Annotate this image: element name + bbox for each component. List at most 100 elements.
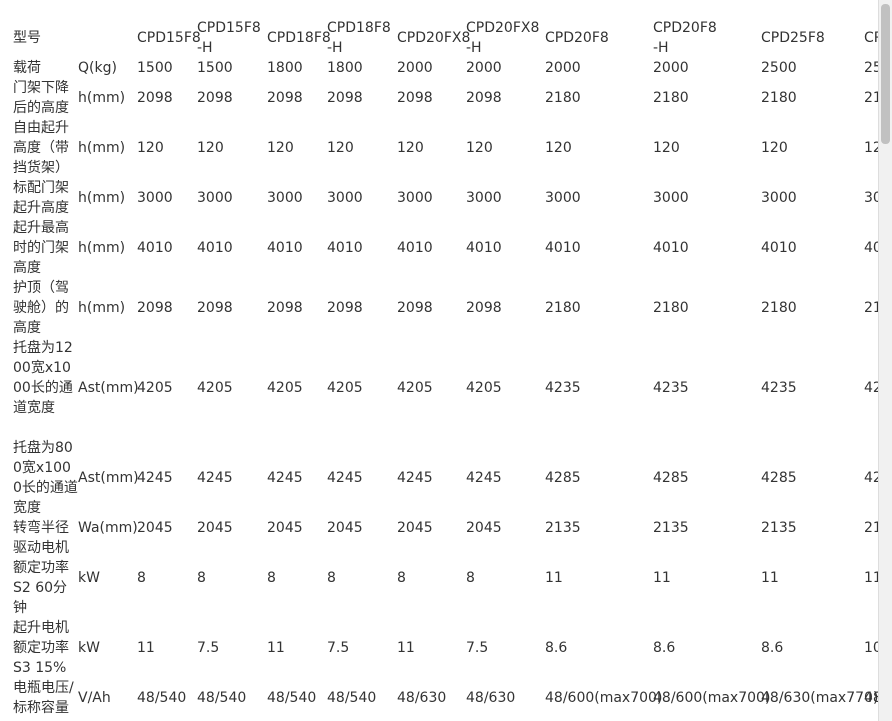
table-cell: 1800: [327, 60, 363, 76]
table-cell: 4205: [197, 380, 233, 396]
table-cell: 2180: [653, 300, 689, 316]
model-header: CPD18F8: [267, 30, 331, 46]
table-cell: 8.6: [545, 640, 568, 656]
table-cell: 8: [197, 570, 206, 586]
model-header: CPD20FX8: [397, 30, 471, 46]
table-cell: 3000: [466, 190, 502, 206]
table-cell: 48/630(max770): [864, 690, 878, 706]
table-cell: 2098: [267, 90, 303, 106]
row-label: 转弯半径: [13, 520, 69, 536]
model-header: CPD18F8 -H: [327, 20, 391, 56]
table-cell: 120: [653, 140, 680, 156]
table-cell: 48/540: [267, 690, 317, 706]
table-cell: 3000: [137, 190, 173, 206]
table-cell: 4235: [761, 380, 797, 396]
table-cell: 4285: [545, 470, 581, 486]
table-cell: 4205: [137, 380, 173, 396]
row-unit: Ast(mm): [78, 470, 139, 486]
table-cell: 4235: [864, 380, 878, 396]
table-cell: 4205: [466, 380, 502, 396]
row-label: 托盘为800宽x1000长的通道宽度: [13, 440, 78, 516]
row-unit: h(mm): [78, 300, 126, 316]
table-cell: 48/600(max700): [545, 690, 663, 706]
table-cell: 120: [267, 140, 294, 156]
table-cell: 2000: [397, 60, 433, 76]
table-cell: 4010: [137, 240, 173, 256]
table-cell: 4285: [761, 470, 797, 486]
model-header: CPD25F8: [864, 30, 878, 46]
table-cell: 4010: [197, 240, 233, 256]
row-unit: Q(kg): [78, 60, 117, 76]
table-cell: 4205: [397, 380, 433, 396]
row-label: 驱动电机额定功率 S2 60分钟: [13, 540, 69, 616]
row-label: 起升最高时的门架高度: [13, 220, 69, 276]
table-cell: 11: [864, 570, 878, 586]
table-cell: 4010: [327, 240, 363, 256]
table-cell: 2135: [864, 520, 878, 536]
table-cell: 4245: [197, 470, 233, 486]
table-cell: 4285: [864, 470, 878, 486]
table-cell: 4235: [545, 380, 581, 396]
table-cell: 2045: [267, 520, 303, 536]
table-cell: 3000: [397, 190, 433, 206]
table-cell: 11: [137, 640, 155, 656]
scrollbar-thumb[interactable]: [881, 4, 890, 144]
table-cell: 2098: [327, 90, 363, 106]
table-cell: 11: [761, 570, 779, 586]
table-cell: 2135: [761, 520, 797, 536]
row-unit: h(mm): [78, 190, 126, 206]
table-cell: 2045: [327, 520, 363, 536]
table-cell: 8: [466, 570, 475, 586]
table-cell: 2180: [545, 300, 581, 316]
table-cell: 2098: [466, 300, 502, 316]
row-label: 托盘为1200宽x1000长的通道宽度: [13, 340, 73, 416]
table-cell: 4205: [267, 380, 303, 396]
model-header: CPD20FX8 -H: [466, 20, 540, 56]
table-cell: 8: [267, 570, 276, 586]
row-unit: kW: [78, 640, 100, 656]
table-cell: 4010: [545, 240, 581, 256]
table-cell: 120: [864, 140, 878, 156]
table-cell: 2098: [137, 90, 173, 106]
table-cell: 3000: [545, 190, 581, 206]
row-unit: h(mm): [78, 240, 126, 256]
table-cell: 48/540: [327, 690, 377, 706]
table-cell: 2180: [653, 90, 689, 106]
table-cell: 2045: [137, 520, 173, 536]
table-cell: 2500: [864, 60, 878, 76]
row-unit: Ast(mm): [78, 380, 139, 396]
row-unit: h(mm): [78, 90, 126, 106]
table-cell: 2000: [653, 60, 689, 76]
table-cell: 3000: [197, 190, 233, 206]
table-cell: 2045: [397, 520, 433, 536]
table-cell: 4010: [267, 240, 303, 256]
table-cell: 2098: [197, 90, 233, 106]
table-cell: 8.6: [761, 640, 784, 656]
table-cell: 2098: [197, 300, 233, 316]
table-cell: 4010: [761, 240, 797, 256]
table-cell: 2045: [466, 520, 502, 536]
table-cell: 120: [545, 140, 572, 156]
table-cell: 48/630(max770): [761, 690, 878, 706]
table-cell: 8: [137, 570, 146, 586]
table-cell: 1800: [267, 60, 303, 76]
row-unit: h(mm): [78, 140, 126, 156]
table-cell: 2000: [466, 60, 502, 76]
vertical-scrollbar[interactable]: [878, 0, 892, 721]
model-header: CPD25F8: [761, 30, 825, 46]
table-cell: 10: [864, 640, 878, 656]
table-cell: 2000: [545, 60, 581, 76]
table-cell: 3000: [327, 190, 363, 206]
table-cell: 1500: [137, 60, 173, 76]
row-unit: kW: [78, 570, 100, 586]
row-label: 载荷: [13, 60, 41, 76]
table-cell: 1500: [197, 60, 233, 76]
table-cell: 3000: [864, 190, 878, 206]
table-cell: 120: [137, 140, 164, 156]
table-cell: 2180: [761, 90, 797, 106]
table-cell: 11: [653, 570, 671, 586]
table-cell: 120: [761, 140, 788, 156]
table-cell: 4285: [653, 470, 689, 486]
table-cell: 3000: [761, 190, 797, 206]
